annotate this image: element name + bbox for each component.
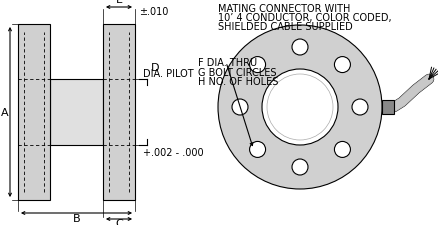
Circle shape [334,142,350,158]
Circle shape [261,70,337,145]
Text: SHIELDED CABLE SUPPLIED: SHIELDED CABLE SUPPLIED [218,22,352,32]
Text: A: A [1,108,9,117]
Circle shape [218,26,381,189]
Circle shape [291,159,307,175]
Circle shape [231,99,247,115]
Circle shape [351,99,367,115]
Text: D: D [151,63,159,73]
Text: +.002 - .000: +.002 - .000 [143,147,203,157]
Text: F DIA. THRU: F DIA. THRU [198,58,257,68]
Circle shape [291,40,307,56]
Text: H NO. OF HOLES: H NO. OF HOLES [198,77,278,87]
Text: DIA. PILOT: DIA. PILOT [143,69,193,79]
Text: 10’ 4 CONDUCTOR, COLOR CODED,: 10’ 4 CONDUCTOR, COLOR CODED, [218,13,391,23]
Bar [18,25,50,200]
Text: E: E [115,0,122,5]
Circle shape [249,142,265,158]
Bar [103,25,135,200]
Circle shape [334,57,350,73]
Bar [381,101,393,115]
Text: C: C [115,218,123,225]
Text: ±.010: ±.010 [139,7,168,17]
Circle shape [266,75,332,140]
Text: MATING CONNECTOR WITH: MATING CONNECTOR WITH [218,4,350,14]
Circle shape [249,57,265,73]
Bar [50,80,103,145]
Text: B: B [73,213,80,223]
Text: G BOLT CIRCLES: G BOLT CIRCLES [198,68,276,78]
